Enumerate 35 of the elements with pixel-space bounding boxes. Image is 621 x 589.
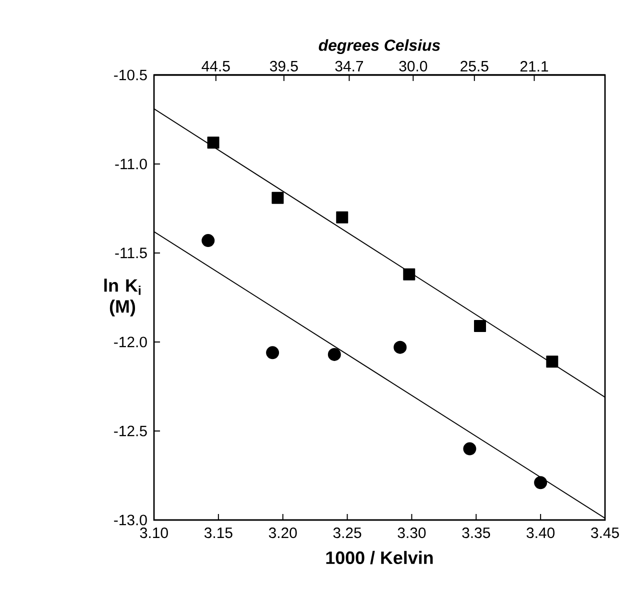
y-tick-label: -12.5 — [114, 426, 147, 436]
point — [463, 442, 476, 456]
point — [394, 340, 407, 354]
y-tick-label: -11.5 — [115, 248, 147, 258]
y-tick-label: -13.0 — [114, 514, 147, 526]
point — [403, 268, 416, 280]
point — [266, 346, 280, 360]
x-tick-label: 3.25 — [333, 528, 362, 538]
y-tick-label: -11.0 — [115, 158, 147, 170]
x2-tick-label: 21.1 — [520, 61, 548, 72]
x2-tick-label: 30.0 — [399, 60, 428, 72]
point — [202, 234, 215, 248]
point — [534, 476, 548, 490]
x-axis-title: 1000 / Kelvin — [326, 550, 433, 564]
x-tick-label: 3.40 — [526, 528, 555, 538]
x-tick-label: 3.30 — [398, 528, 426, 538]
x-tick-label: 3.15 — [204, 528, 232, 538]
point — [328, 348, 341, 361]
point — [207, 136, 220, 149]
point — [336, 211, 348, 224]
y-axis-title: ln K$_{i}$ (M) — [104, 278, 141, 316]
x2-axis-title: degrees Celsius — [318, 39, 440, 54]
x-tick-label: 3.35 — [462, 528, 490, 538]
x2-tick-label: 25.5 — [460, 60, 488, 72]
y-tick-label: -12.0 — [114, 336, 147, 348]
x-tick-label: 3.20 — [268, 528, 297, 538]
x-tick-label: 3.10 — [140, 528, 168, 538]
x2-tick-label: 44.5 — [202, 61, 230, 72]
point — [474, 320, 486, 332]
x-tick-label: 3.45 — [591, 528, 619, 538]
point — [546, 356, 558, 368]
point — [272, 192, 284, 204]
x2-tick-label: 39.5 — [270, 60, 298, 72]
y-tick-label: -10.5 — [114, 70, 147, 80]
x2-tick-label: 34.7 — [335, 60, 364, 72]
